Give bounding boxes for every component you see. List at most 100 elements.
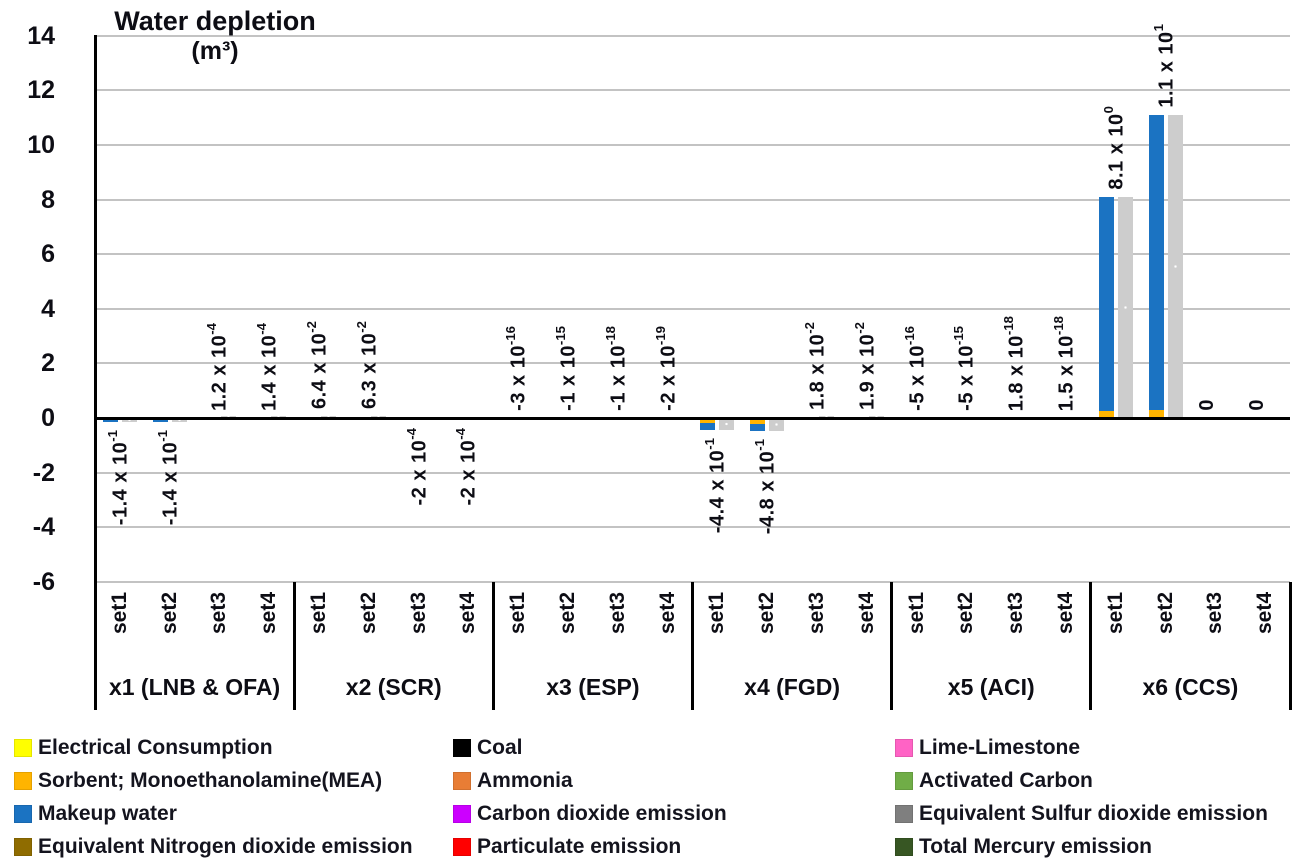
set-label: set4 [655,592,679,635]
value-label: -1 x 10-15 [553,326,580,411]
chart-title-text: Water depletion [114,6,316,36]
set-label: set3 [804,592,828,635]
legend-swatch [895,805,913,823]
bar-makeup_water [1148,114,1164,410]
legend-swatch [14,805,32,823]
value-label: -2 x 10-4 [403,427,431,506]
set-label: set1 [904,592,928,635]
gridline [95,362,1290,365]
legend-swatch [453,805,471,823]
set-label: set1 [506,592,530,635]
set-label: set2 [556,592,580,635]
y-tick-label: -2 [32,458,55,487]
set-label: set4 [1253,592,1277,635]
set-label: set3 [605,592,629,635]
set-label: set2 [356,592,380,635]
value-label: 8.1 x 100 [1100,106,1128,190]
bar-sorbent_mea [1148,409,1164,418]
value-label: -3 x 10-16 [503,326,530,411]
set-label: set4 [854,592,878,635]
group-divider [1089,582,1093,710]
legend-label: Ammonia [477,769,573,792]
set-label: set3 [406,592,430,635]
y-tick-label: 10 [27,131,55,159]
set-label: set4 [456,592,480,635]
y-tick-label: 12 [27,76,55,105]
value-label: -5 x 10-15 [951,326,978,411]
legend-swatch [14,739,32,757]
group-divider [491,582,495,710]
gridline [95,471,1290,474]
bar-makeup_water [1098,196,1114,412]
legend-swatch [453,838,471,856]
bar-total-dotted [769,418,785,432]
gridline [95,198,1290,201]
gridline [95,89,1290,92]
group-divider [1288,582,1292,710]
bar-total-dotted [1167,114,1183,418]
set-label: set1 [107,592,131,635]
value-label: 6.4 x 10-2 [304,321,331,410]
set-label: set1 [307,592,331,635]
legend-label: Particulate emission [477,835,682,858]
legend-label: Equivalent Nitrogen dioxide emission [38,835,413,858]
bar-sorbent_mea [1098,411,1114,418]
group-label: x4 (FGD) [744,674,840,700]
legend-swatch [14,772,32,790]
group-label: x2 (SCR) [345,674,442,700]
group-divider [890,582,894,710]
value-label: 0 [1246,399,1269,411]
legend-label: Activated Carbon [919,769,1093,792]
set-label: set3 [1004,592,1028,635]
value-label: 1.5 x 10-18 [1050,315,1078,411]
legend-swatch [895,772,913,790]
legend-swatch [14,838,32,856]
y-tick-label: 6 [41,240,55,269]
bar-sorbent_mea [700,418,716,424]
bar-total-dotted [121,418,137,422]
set-label: set2 [157,592,181,635]
gridline [95,34,1290,37]
value-label: 1.2 x 10-4 [204,322,232,411]
y-tick-label: 8 [41,185,55,214]
value-label: -4.4 x 10-1 [702,438,730,534]
y-tick-label: 0 [41,404,55,432]
legend-swatch [895,838,913,856]
bar-makeup_water [152,418,168,422]
set-label: set2 [755,592,779,635]
set-label: set1 [705,592,729,635]
set-label: set3 [1203,592,1227,635]
group-divider [691,582,694,710]
value-label: 1.8 x 10-2 [801,322,829,411]
set-label: set2 [954,592,978,635]
value-label: 0 [1196,399,1219,411]
group-divider [292,582,296,710]
legend-label: Electrical Consumption [38,736,273,759]
group-label: x6 (CCS) [1142,674,1239,700]
y-tick-label: -4 [32,513,55,542]
y-tick-label: -6 [32,567,55,596]
legend-label: Lime-Limestone [919,736,1081,759]
group-label: x3 (ESP) [546,674,640,700]
value-label: 1.9 x 10-2 [851,322,879,411]
set-label: set2 [1153,592,1177,635]
value-label: 1.8 x 10-18 [1001,315,1028,411]
gridline [95,580,1290,583]
legend-label: Coal [477,736,523,759]
value-label: -2 x 10-4 [453,427,481,506]
y-tick-label: 4 [41,294,55,323]
value-label: -1.4 x 10-1 [154,429,182,525]
value-label: -1.4 x 10-1 [104,429,132,525]
bar-makeup_water [700,423,716,430]
value-label: -2 x 10-19 [652,326,680,411]
chart-title: Water depletion (m³) [95,6,335,66]
legend-label: Equivalent Sulfur dioxide emission [919,802,1268,825]
group-label: x5 (ACI) [947,674,1035,700]
chart-unit-label: (m³) [191,37,239,66]
set-label: set4 [257,592,281,635]
gridline [95,253,1290,256]
gridline [95,144,1290,146]
legend-label: Total Mercury emission [919,835,1153,858]
set-label: set1 [1103,592,1127,635]
